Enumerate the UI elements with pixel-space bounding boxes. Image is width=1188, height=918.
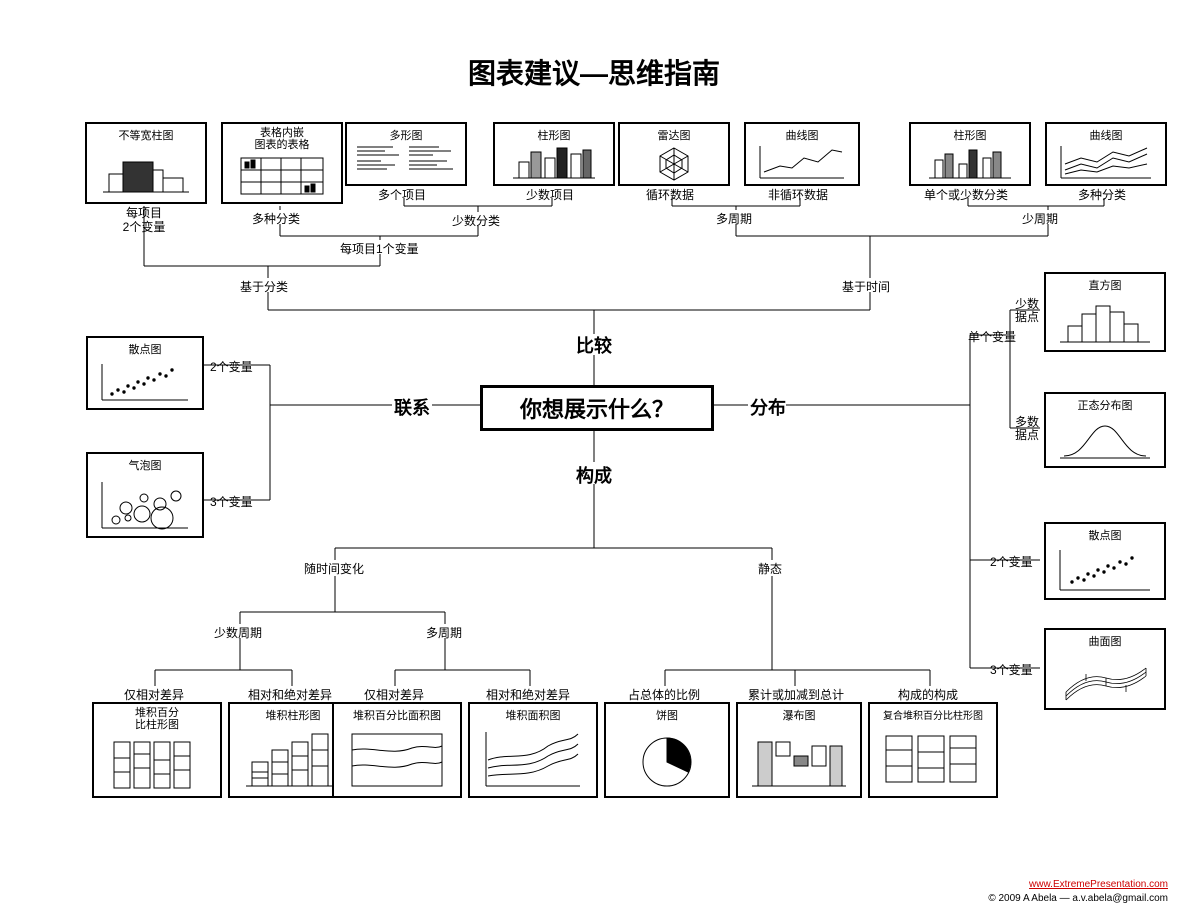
card-title: 表格内嵌图表的表格	[223, 127, 341, 151]
label-per-item-2var: 每项目2个变量	[108, 206, 180, 235]
scatter-icon	[88, 356, 202, 408]
column-icon	[495, 140, 613, 184]
label-many-items: 多个项目	[378, 186, 426, 203]
footer-copyright: © 2009 A Abela — a.v.abela@gmail.com	[988, 893, 1168, 904]
label-two-var: 2个变量	[210, 358, 253, 375]
card-stacked-100-area: 堆积百分比面积图	[332, 702, 462, 798]
label-static: 静态	[758, 560, 782, 577]
card-waterfall: 瀑布图	[736, 702, 862, 798]
card-title: 不等宽柱图	[87, 127, 205, 143]
label-many-periods: 多周期	[716, 210, 752, 227]
multi-line-icon	[1047, 140, 1165, 184]
label-three-var: 3个变量	[210, 493, 253, 510]
label-cyclic: 循环数据	[646, 186, 694, 203]
card-stacked-100-column: 堆积百分比柱形图	[92, 702, 222, 798]
label-few-items: 少数项目	[526, 186, 574, 203]
label-rel-only2: 仅相对差异	[364, 686, 424, 703]
card-title: 复合堆积百分比柱形图	[870, 707, 996, 722]
label-accum: 累计或加减到总计	[748, 686, 844, 703]
label-rel-only1: 仅相对差异	[124, 686, 184, 703]
label-many-points: 多数据点	[1012, 416, 1042, 442]
label-by-category: 基于分类	[240, 278, 288, 295]
label-few-categories: 少数分类	[452, 212, 500, 229]
surface-icon	[1046, 648, 1164, 708]
label-three-var2: 3个变量	[990, 661, 1033, 678]
card-line: 曲线图	[744, 122, 860, 186]
category-relationship: 联系	[392, 394, 432, 420]
normal-icon	[1046, 412, 1164, 466]
card-column-few: 柱形图	[909, 122, 1031, 186]
label-rel-abs1: 相对和绝对差异	[248, 686, 332, 703]
label-comp-of-comp: 构成的构成	[898, 686, 958, 703]
card-stacked-area: 堆积面积图	[468, 702, 598, 798]
card-title: 正态分布图	[1046, 397, 1164, 413]
page-title: 图表建议—思维指南	[0, 52, 1188, 92]
card-title: 散点图	[88, 341, 202, 357]
label-few-points: 少数据点	[1012, 298, 1042, 324]
footer: www.ExtremePresentation.com © 2009 A Abe…	[988, 878, 1168, 906]
card-table-with-charts: 表格内嵌图表的表格	[221, 122, 343, 204]
card-surface: 曲面图	[1044, 628, 1166, 710]
card-multi-bar: 多形图	[345, 122, 467, 186]
label-two-var2: 2个变量	[990, 553, 1033, 570]
label-noncyclic: 非循环数据	[768, 186, 828, 203]
stack100col-icon	[94, 734, 220, 796]
label-by-time: 基于时间	[842, 278, 890, 295]
label-many-cat2: 多种分类	[1078, 186, 1126, 203]
label-few-periods2: 少数周期	[214, 624, 262, 641]
card-pie: 饼图	[604, 702, 730, 798]
column-few-icon	[911, 140, 1029, 184]
central-question: 你想展示什么？	[480, 385, 714, 431]
line-icon	[746, 140, 858, 184]
card-scatter: 散点图	[86, 336, 204, 410]
scatter2-icon	[1046, 542, 1164, 598]
card-title: 堆积百分比柱形图	[94, 707, 220, 731]
card-stacked-100-bar: 复合堆积百分比柱形图	[868, 702, 998, 798]
category-distribution: 分布	[748, 394, 788, 420]
variable-width-column-icon	[87, 144, 205, 202]
card-variable-width-column: 不等宽柱图	[85, 122, 207, 204]
card-multi-line: 曲线图	[1045, 122, 1167, 186]
label-share: 占总体的比例	[628, 686, 700, 703]
card-histogram: 直方图	[1044, 272, 1166, 352]
radar-icon	[620, 140, 728, 184]
label-one-var: 单个变量	[968, 328, 1016, 345]
label-many-periods2: 多周期	[426, 624, 462, 641]
card-radar: 雷达图	[618, 122, 730, 186]
card-normal-dist: 正态分布图	[1044, 392, 1166, 468]
histogram-icon	[1046, 292, 1164, 350]
card-title: 直方图	[1046, 277, 1164, 293]
pie-icon	[606, 722, 728, 796]
stackarea-icon	[470, 722, 596, 796]
card-bubble: 气泡图	[86, 452, 204, 538]
label-single-few-cat: 单个或少数分类	[924, 186, 1008, 203]
label-one-var-per-item: 每项目1个变量	[340, 240, 419, 257]
label-few-periods: 少周期	[1022, 210, 1058, 227]
bubble-icon	[88, 472, 202, 536]
waterfall-icon	[738, 722, 860, 796]
label-over-time: 随时间变化	[304, 560, 364, 577]
category-composition: 构成	[564, 462, 624, 488]
label-many-categories: 多种分类	[252, 210, 300, 227]
card-title: 曲面图	[1046, 633, 1164, 649]
card-title: 堆积面积图	[470, 707, 596, 723]
card-title: 气泡图	[88, 457, 202, 473]
category-compare: 比较	[564, 332, 624, 358]
card-scatter-dist: 散点图	[1044, 522, 1166, 600]
table-charts-icon	[223, 152, 341, 202]
multi-bar-icon	[347, 140, 465, 184]
card-title: 饼图	[606, 707, 728, 723]
stack100bar-icon	[870, 722, 996, 796]
footer-link[interactable]: www.ExtremePresentation.com	[1029, 879, 1168, 890]
label-rel-abs2: 相对和绝对差异	[486, 686, 570, 703]
card-title: 堆积百分比面积图	[334, 707, 460, 723]
card-column: 柱形图	[493, 122, 615, 186]
card-title: 散点图	[1046, 527, 1164, 543]
card-title: 瀑布图	[738, 707, 860, 723]
stack100area-icon	[334, 722, 460, 796]
